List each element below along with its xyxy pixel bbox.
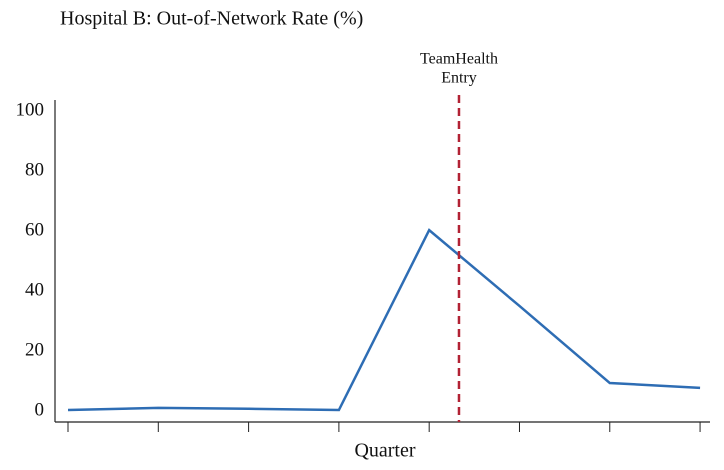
y-tick-label: 20 xyxy=(25,339,44,360)
y-tick-label: 60 xyxy=(25,219,44,240)
y-tick-label: 100 xyxy=(16,99,45,120)
x-axis-label: Quarter xyxy=(354,440,415,462)
line-series xyxy=(67,228,701,412)
chart-title: Hospital B: Out-of-Network Rate (%) xyxy=(60,8,363,30)
y-tick-label: 80 xyxy=(25,159,44,180)
y-tick-label: 0 xyxy=(35,399,45,420)
y-tick-label: 40 xyxy=(25,279,44,300)
annotation-text: TeamHealth xyxy=(420,51,498,68)
annotation-text: Entry xyxy=(441,70,477,87)
